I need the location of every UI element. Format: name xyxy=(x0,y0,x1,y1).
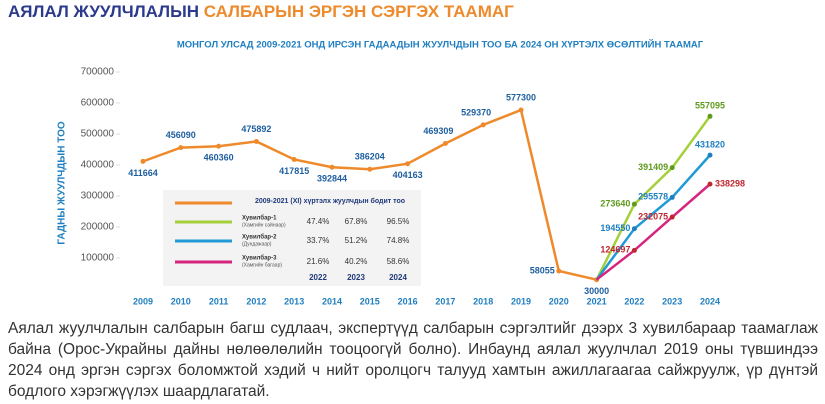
growth-cell: 51.2% xyxy=(345,236,368,245)
data-label: 431820 xyxy=(695,140,725,150)
data-label: 475892 xyxy=(241,124,271,134)
y-tick-label: 700000 xyxy=(81,67,115,78)
data-label: 577300 xyxy=(506,92,536,102)
x-tick-label: 2016 xyxy=(398,296,418,306)
y-tick-label: 100000 xyxy=(81,253,115,264)
growth-cell: 21.6% xyxy=(307,257,330,266)
series-line xyxy=(595,154,711,281)
x-tick-label: 2013 xyxy=(284,296,304,306)
x-tick-label: 2021 xyxy=(587,296,607,306)
title-part2: САЛБАРЫН ЭРГЭН СЭРГЭХ ТААМАГ xyxy=(203,2,514,21)
data-label: 124697 xyxy=(600,245,630,255)
x-tick-label: 2018 xyxy=(473,296,493,306)
y-tick-label: 300000 xyxy=(81,191,115,202)
growth-year: 2022 xyxy=(309,273,327,282)
paragraph: Аялал жуулчлалын салбарын багш судлаач, … xyxy=(8,320,818,400)
series-line xyxy=(595,183,711,281)
data-point xyxy=(631,247,637,253)
y-tick-label: 200000 xyxy=(81,222,115,233)
data-point xyxy=(405,161,411,167)
growth-cell: 74.8% xyxy=(387,236,410,245)
growth-year: 2024 xyxy=(389,273,407,282)
x-tick-label: 2022 xyxy=(624,296,644,306)
data-point xyxy=(631,226,637,232)
x-tick-label: 2014 xyxy=(322,296,342,306)
legend-label: Хувилбар-3 xyxy=(242,255,277,262)
data-point xyxy=(178,145,184,151)
data-point xyxy=(329,164,335,170)
data-label: 295578 xyxy=(638,192,668,202)
x-tick-label: 2012 xyxy=(246,296,266,306)
header: АЯЛАЛ ЖУУЛЧЛАЛЫН САЛБАРЫН ЭРГЭН СЭРГЭХ Т… xyxy=(8,2,514,22)
data-label: 469309 xyxy=(423,126,453,136)
data-label: 460360 xyxy=(204,153,234,163)
data-label: 411664 xyxy=(128,168,158,178)
growth-cell: 96.5% xyxy=(387,217,410,226)
data-point xyxy=(707,181,713,187)
legend-box xyxy=(163,190,421,286)
legend-label: Хувилбар-2 xyxy=(242,234,277,241)
data-point xyxy=(518,107,524,113)
data-label: 417815 xyxy=(279,166,309,176)
data-label: 232075 xyxy=(638,211,668,221)
series-line xyxy=(595,115,712,281)
x-tick-label: 2020 xyxy=(549,296,569,306)
data-point xyxy=(442,141,448,147)
data-label: 391409 xyxy=(638,162,668,172)
data-point xyxy=(631,201,637,207)
chart-title: МОНГОЛ УЛСАД 2009-2021 ОНД ИРСЭН ГАДААДЫ… xyxy=(177,39,704,51)
data-point xyxy=(669,214,675,220)
data-point xyxy=(480,122,486,128)
x-tick-label: 2023 xyxy=(662,296,682,306)
growth-cell: 47.4% xyxy=(307,217,330,226)
y-tick-label: 500000 xyxy=(81,129,115,140)
title-part1: АЯЛАЛ ЖУУЛЧЛАЛЫН xyxy=(8,2,199,21)
data-label: 529370 xyxy=(461,107,491,117)
data-point xyxy=(707,113,713,119)
growth-cell: 40.2% xyxy=(345,257,368,266)
x-tick-label: 2017 xyxy=(435,296,455,306)
data-point xyxy=(140,158,146,164)
legend-label: Хувилбар-1 xyxy=(242,215,277,222)
data-point xyxy=(253,138,259,144)
data-label: 557095 xyxy=(695,101,725,111)
x-tick-label: 2009 xyxy=(133,296,153,306)
growth-cell: 58.6% xyxy=(387,257,410,266)
data-label: 58055 xyxy=(530,265,555,275)
x-tick-label: 2015 xyxy=(360,296,380,306)
x-tick-label: 2010 xyxy=(171,296,191,306)
legend-label: 2009-2021 (XI) хүртэлх жуулчдын бодит то… xyxy=(255,197,405,205)
legend-note: (Дундажаар) xyxy=(242,241,272,247)
data-point xyxy=(367,166,373,172)
y-axis-label: ГАДНЫ ЖУУЛЧДЫН ТОО xyxy=(57,121,68,244)
data-point xyxy=(216,143,222,149)
data-label: 456090 xyxy=(166,130,196,140)
data-label: 392844 xyxy=(317,174,347,184)
x-tick-label: 2024 xyxy=(700,296,720,306)
legend-note: (Хамгийн багаар) xyxy=(242,261,282,268)
chart: МОНГОЛ УЛСАД 2009-2021 ОНД ИРСЭН ГАДААДЫ… xyxy=(57,39,745,307)
data-point xyxy=(707,152,713,158)
x-tick-label: 2011 xyxy=(209,296,229,306)
legend-note: (Хамгийн сайнаар) xyxy=(242,221,286,228)
data-label: 404163 xyxy=(393,170,423,180)
data-label: 273640 xyxy=(600,199,630,209)
y-tick-label: 400000 xyxy=(81,160,115,171)
y-tick-label: 600000 xyxy=(81,98,115,109)
data-label: 194550 xyxy=(600,223,630,233)
growth-cell: 67.8% xyxy=(345,217,368,226)
x-tick-label: 2019 xyxy=(511,296,531,306)
data-label: 338298 xyxy=(715,179,745,189)
data-point xyxy=(291,156,297,162)
data-label: 386204 xyxy=(355,152,385,162)
data-point xyxy=(669,165,675,171)
growth-cell: 33.7% xyxy=(307,236,330,245)
growth-year: 2023 xyxy=(347,273,365,282)
data-point xyxy=(556,268,562,274)
data-point xyxy=(669,194,675,200)
data-label: 30000 xyxy=(584,286,609,296)
